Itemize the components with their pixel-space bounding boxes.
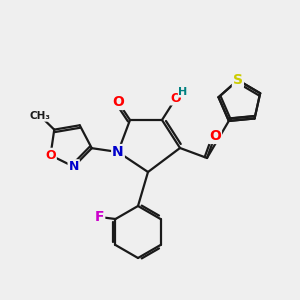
Text: F: F	[95, 210, 104, 224]
Text: O: O	[171, 92, 181, 104]
Text: O: O	[209, 129, 221, 143]
Text: O: O	[112, 95, 124, 109]
Text: S: S	[233, 73, 243, 87]
Text: CH₃: CH₃	[30, 111, 51, 121]
Text: O: O	[45, 149, 56, 162]
Text: H: H	[178, 87, 188, 97]
Text: N: N	[112, 145, 124, 159]
Text: N: N	[68, 160, 79, 173]
